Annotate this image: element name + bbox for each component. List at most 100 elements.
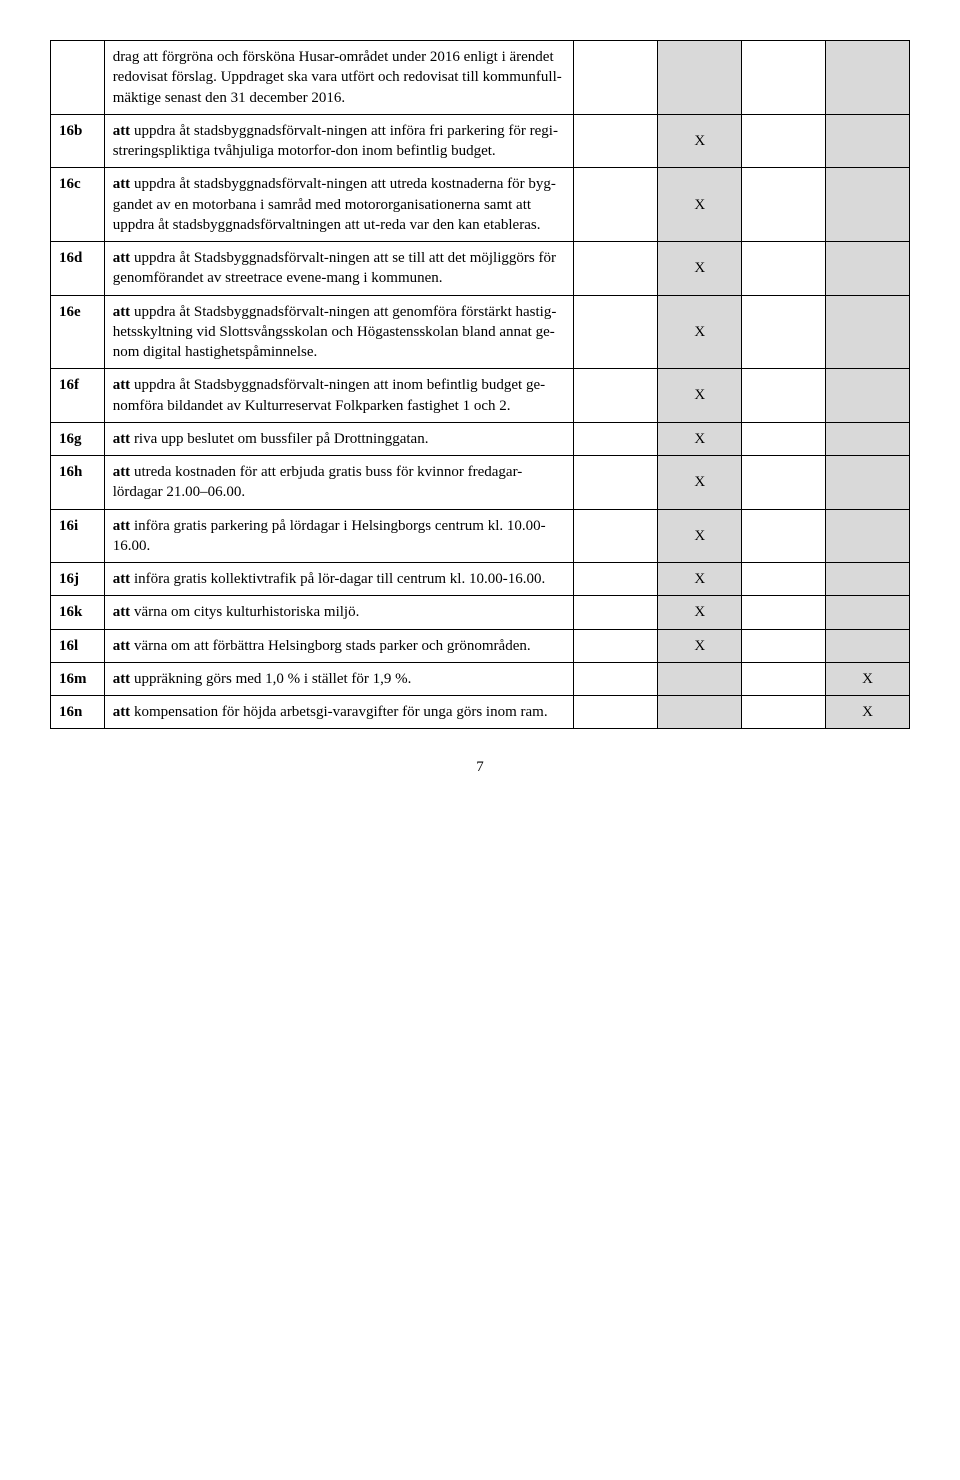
row-text: att införa gratis kollektivtrafik på lör…: [104, 563, 574, 596]
col4-mark: X: [658, 168, 742, 242]
row-id: 16e: [51, 295, 105, 369]
table-row: 16hatt utreda kostnaden för att erbjuda …: [51, 456, 910, 510]
row-text: att utreda kostnaden för att erbjuda gra…: [104, 456, 574, 510]
row-id: 16c: [51, 168, 105, 242]
col6-mark: [826, 242, 910, 296]
col6-mark: X: [826, 662, 910, 695]
row-text: att uppdra åt stadsbyggnadsförvalt-ninge…: [104, 168, 574, 242]
col4-mark: X: [658, 456, 742, 510]
col6-mark: [826, 168, 910, 242]
table-row: 16gatt riva upp beslutet om bussfiler på…: [51, 422, 910, 455]
row-text: att värna om citys kulturhistoriska milj…: [104, 596, 574, 629]
row-id: [51, 41, 105, 115]
col5-cell: [742, 168, 826, 242]
row-id: 16k: [51, 596, 105, 629]
col6-mark: [826, 41, 910, 115]
col5-cell: [742, 242, 826, 296]
col5-cell: [742, 509, 826, 563]
table-row: 16datt uppdra åt Stadsbyggnadsförvalt-ni…: [51, 242, 910, 296]
table-row: 16latt värna om att förbättra Helsingbor…: [51, 629, 910, 662]
row-text: att uppdra åt Stadsbyggnadsförvalt-ninge…: [104, 369, 574, 423]
row-id: 16f: [51, 369, 105, 423]
col4-mark: X: [658, 563, 742, 596]
row-text: att uppdra åt Stadsbyggnadsförvalt-ninge…: [104, 242, 574, 296]
row-id: 16j: [51, 563, 105, 596]
row-text: att riva upp beslutet om bussfiler på Dr…: [104, 422, 574, 455]
row-text: att värna om att förbättra Helsingborg s…: [104, 629, 574, 662]
table-row: 16catt uppdra åt stadsbyggnadsförvalt-ni…: [51, 168, 910, 242]
col6-mark: [826, 563, 910, 596]
col6-mark: X: [826, 696, 910, 729]
col5-cell: [742, 456, 826, 510]
row-id: 16i: [51, 509, 105, 563]
col4-mark: [658, 696, 742, 729]
col4-mark: X: [658, 596, 742, 629]
row-text: att uppräkning görs med 1,0 % i stället …: [104, 662, 574, 695]
col5-cell: [742, 596, 826, 629]
table-row: 16jatt införa gratis kollektivtrafik på …: [51, 563, 910, 596]
row-text: att införa gratis parkering på lördagar …: [104, 509, 574, 563]
col4-mark: X: [658, 422, 742, 455]
col4-mark: X: [658, 242, 742, 296]
decision-table: drag att förgröna och försköna Husar-omr…: [50, 40, 910, 729]
row-id: 16n: [51, 696, 105, 729]
col3-cell: [574, 295, 658, 369]
table-row: 16eatt uppdra åt Stadsbyggnadsförvalt-ni…: [51, 295, 910, 369]
col4-mark: X: [658, 295, 742, 369]
col6-mark: [826, 114, 910, 168]
table-row: 16matt uppräkning görs med 1,0 % i ställ…: [51, 662, 910, 695]
col3-cell: [574, 114, 658, 168]
col4-mark: X: [658, 114, 742, 168]
col3-cell: [574, 168, 658, 242]
col5-cell: [742, 114, 826, 168]
col4-mark: X: [658, 629, 742, 662]
row-id: 16b: [51, 114, 105, 168]
col3-cell: [574, 41, 658, 115]
col6-mark: [826, 422, 910, 455]
table-row: 16batt uppdra åt stadsbyggnadsförvalt-ni…: [51, 114, 910, 168]
table-row: 16fatt uppdra åt Stadsbyggnadsförvalt-ni…: [51, 369, 910, 423]
col5-cell: [742, 369, 826, 423]
col3-cell: [574, 456, 658, 510]
col5-cell: [742, 422, 826, 455]
col5-cell: [742, 563, 826, 596]
row-text: att uppdra åt stadsbyggnadsförvalt-ninge…: [104, 114, 574, 168]
col5-cell: [742, 696, 826, 729]
col6-mark: [826, 629, 910, 662]
col3-cell: [574, 629, 658, 662]
row-id: 16l: [51, 629, 105, 662]
col5-cell: [742, 41, 826, 115]
col4-mark: X: [658, 509, 742, 563]
col3-cell: [574, 563, 658, 596]
row-id: 16m: [51, 662, 105, 695]
col5-cell: [742, 295, 826, 369]
col4-mark: X: [658, 369, 742, 423]
row-text: drag att förgröna och försköna Husar-omr…: [104, 41, 574, 115]
col6-mark: [826, 596, 910, 629]
page-number: 7: [50, 757, 910, 777]
row-id: 16g: [51, 422, 105, 455]
col3-cell: [574, 696, 658, 729]
col3-cell: [574, 422, 658, 455]
table-row: 16katt värna om citys kulturhistoriska m…: [51, 596, 910, 629]
col3-cell: [574, 596, 658, 629]
col6-mark: [826, 369, 910, 423]
col5-cell: [742, 629, 826, 662]
col6-mark: [826, 509, 910, 563]
col3-cell: [574, 509, 658, 563]
table-row: drag att förgröna och försköna Husar-omr…: [51, 41, 910, 115]
col4-mark: [658, 662, 742, 695]
table-row: 16natt kompensation för höjda arbetsgi-v…: [51, 696, 910, 729]
col6-mark: [826, 456, 910, 510]
row-id: 16h: [51, 456, 105, 510]
table-row: 16iatt införa gratis parkering på lördag…: [51, 509, 910, 563]
row-id: 16d: [51, 242, 105, 296]
col4-mark: [658, 41, 742, 115]
row-text: att uppdra åt Stadsbyggnadsförvalt-ninge…: [104, 295, 574, 369]
col3-cell: [574, 369, 658, 423]
col6-mark: [826, 295, 910, 369]
col3-cell: [574, 662, 658, 695]
col5-cell: [742, 662, 826, 695]
row-text: att kompensation för höjda arbetsgi-vara…: [104, 696, 574, 729]
col3-cell: [574, 242, 658, 296]
